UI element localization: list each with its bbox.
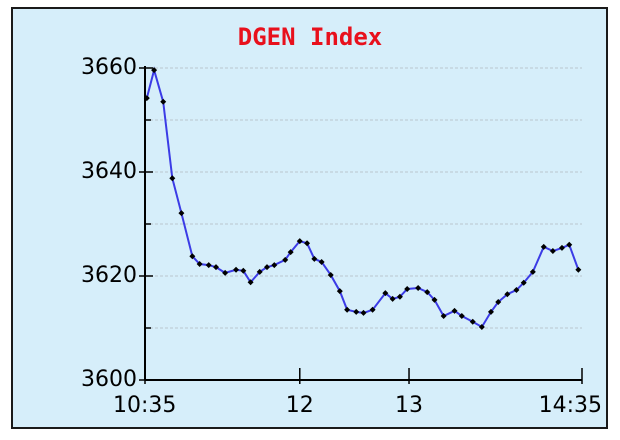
point-marker <box>495 299 502 305</box>
point-marker <box>529 268 536 275</box>
point-marker <box>478 323 485 330</box>
point-marker <box>458 313 465 320</box>
point-marker <box>431 296 438 303</box>
point-marker <box>178 210 185 217</box>
point-marker <box>327 271 334 278</box>
x-tick-label: 13 <box>395 393 423 418</box>
point-marker <box>143 95 150 102</box>
point-marker <box>233 266 240 273</box>
point-marker <box>353 308 360 315</box>
point-marker <box>424 289 431 296</box>
point-marker <box>415 284 422 291</box>
point-marker <box>296 238 303 245</box>
y-tick-label: 3620 <box>81 263 137 288</box>
point-marker <box>304 240 311 247</box>
point-marker <box>160 98 167 105</box>
point-marker <box>213 264 220 271</box>
point-marker <box>451 307 458 314</box>
chart-title: DGEN Index <box>238 23 383 51</box>
y-tick-label: 3600 <box>81 367 137 392</box>
point-marker <box>513 287 520 294</box>
point-marker <box>469 318 476 325</box>
x-tick-label: 12 <box>286 393 314 418</box>
point-marker <box>151 67 158 74</box>
point-marker <box>169 175 176 182</box>
x-tick-label: 10:35 <box>113 393 176 418</box>
x-tick-label: 14:35 <box>539 393 602 418</box>
point-marker <box>344 306 351 313</box>
point-marker <box>336 288 343 295</box>
y-tick-label: 3640 <box>81 159 137 184</box>
point-marker <box>282 256 289 263</box>
point-marker <box>549 248 556 255</box>
point-marker <box>389 295 396 302</box>
point-marker <box>240 267 247 274</box>
point-marker <box>247 279 254 286</box>
point-marker <box>540 243 547 250</box>
point-marker <box>287 249 294 256</box>
point-marker <box>575 266 582 273</box>
point-marker <box>487 308 494 315</box>
y-tick-label: 3660 <box>81 55 137 80</box>
point-marker <box>222 269 229 276</box>
point-marker <box>311 255 318 262</box>
point-marker <box>566 241 573 248</box>
point-marker <box>318 258 325 265</box>
point-marker <box>558 244 565 251</box>
point-marker <box>404 286 411 292</box>
point-marker <box>369 306 376 313</box>
point-marker <box>440 313 447 320</box>
point-marker <box>189 253 196 260</box>
chart-frame <box>11 7 608 429</box>
point-marker <box>504 291 511 298</box>
point-marker <box>256 268 263 275</box>
point-marker <box>196 261 203 268</box>
point-marker <box>360 309 367 316</box>
point-marker <box>396 293 403 300</box>
point-marker <box>205 262 212 269</box>
point-marker <box>263 264 270 271</box>
point-marker <box>382 290 389 297</box>
point-marker <box>271 262 278 269</box>
point-marker <box>520 279 527 286</box>
